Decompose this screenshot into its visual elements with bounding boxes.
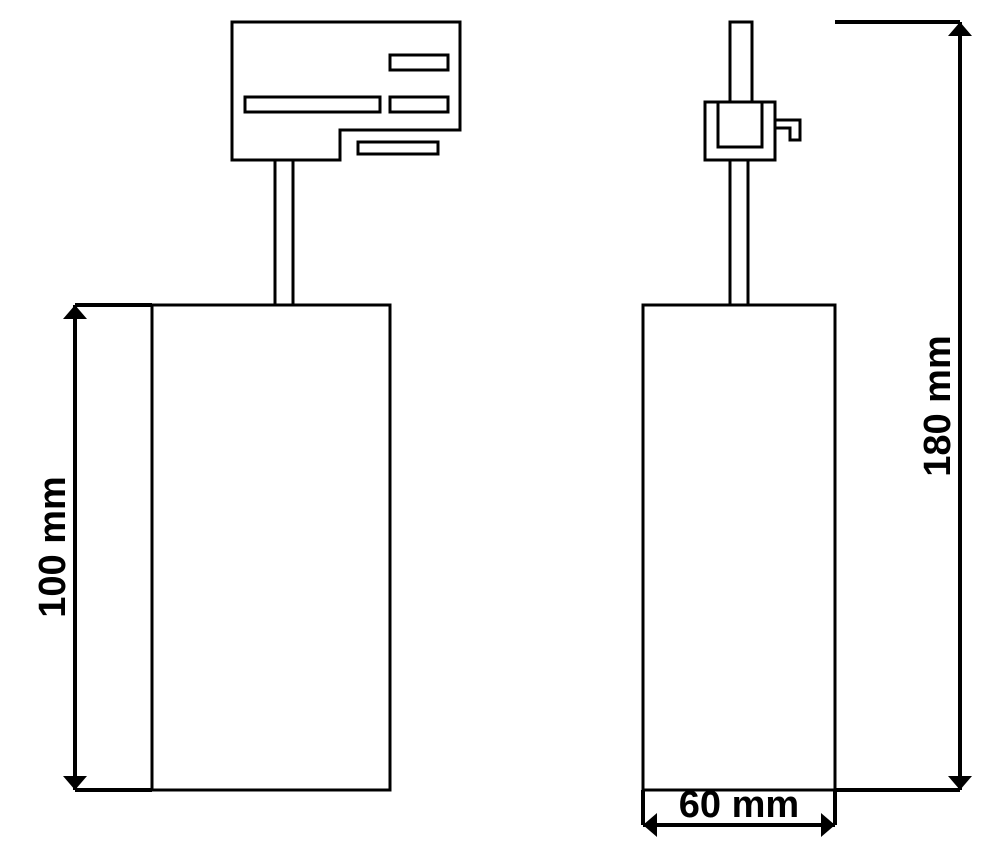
side-clip (775, 120, 800, 140)
arrow-head (643, 813, 657, 837)
arrow-head (948, 22, 972, 36)
arrow-head (948, 776, 972, 790)
front-connector-slot-2 (390, 55, 448, 70)
front-connector-outline (232, 22, 460, 160)
dimensions.width_bottom-label: 60 mm (679, 784, 799, 826)
dimensions.height_left-label: 100 mm (32, 476, 74, 618)
side-top-post (730, 22, 752, 102)
dimensions.height_right-label: 180 mm (917, 335, 959, 477)
arrow-head (821, 813, 835, 837)
side-mid-inner (718, 102, 762, 147)
front-stem (275, 160, 293, 305)
front-connector-slot-1 (390, 97, 448, 112)
front-body (152, 305, 390, 790)
front-connector-slot-3 (358, 142, 438, 154)
side-body (643, 305, 835, 790)
front-connector-slot-0 (245, 97, 380, 112)
side-stem (730, 160, 748, 305)
arrow-head (63, 776, 87, 790)
technical-drawing: 100 mm 180 mm 60 mm (0, 0, 1000, 860)
arrow-head (63, 305, 87, 319)
